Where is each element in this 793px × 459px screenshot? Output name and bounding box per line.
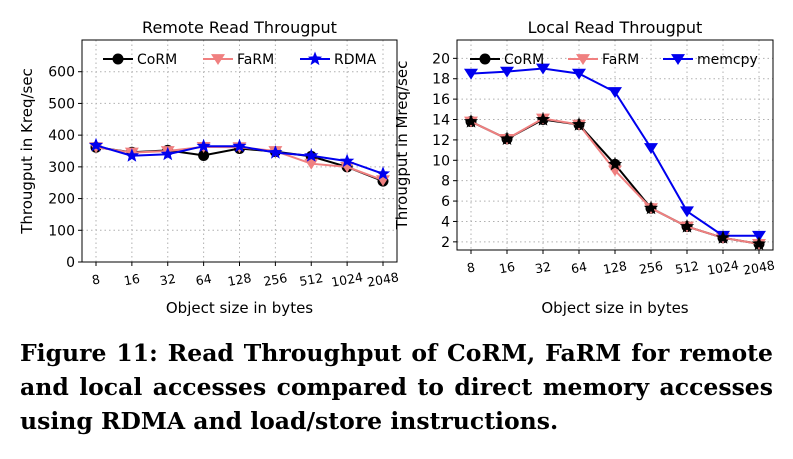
- data-point-rdma: [340, 153, 355, 168]
- data-point-corm-star: [643, 200, 659, 215]
- x-tick-label: 64: [570, 259, 588, 277]
- x-tick-label: 512: [674, 258, 700, 277]
- data-point-memcpy: [464, 68, 478, 80]
- legend-label-corm: CoRM: [504, 52, 544, 68]
- data-point-farm: [304, 158, 319, 170]
- data-point-memcpy: [500, 66, 514, 78]
- data-point-memcpy: [752, 230, 766, 242]
- legend-marker-corm: [479, 53, 491, 65]
- y-tick-label: 4: [441, 214, 450, 230]
- x-tick-label: 128: [226, 270, 252, 289]
- data-point-corm: [198, 149, 210, 161]
- chart-title: Remote Read Througput: [142, 18, 337, 37]
- y-axis-label: Througput in Kreq/sec: [18, 68, 36, 235]
- legend-marker-farm: [211, 54, 225, 65]
- legend-marker-farm: [576, 54, 590, 65]
- x-tick-label: 2048: [742, 257, 776, 277]
- y-tick-label: 300: [48, 160, 75, 176]
- x-tick-label: 16: [498, 259, 516, 277]
- y-tick-label: 10: [432, 153, 450, 169]
- chart-title: Local Read Througput: [528, 18, 703, 37]
- x-tick-label: 2048: [366, 269, 400, 289]
- legend-label-memcpy: memcpy: [697, 52, 758, 68]
- x-tick-label: 32: [159, 271, 177, 289]
- x-tick-label: 256: [638, 258, 664, 277]
- y-tick-label: 0: [66, 255, 75, 271]
- data-point-memcpy: [680, 206, 694, 218]
- y-tick-label: 20: [432, 51, 450, 67]
- x-tick-label: 16: [123, 271, 141, 289]
- y-tick-label: 2: [441, 235, 450, 251]
- legend-marker-rdma: [307, 51, 323, 66]
- y-tick-label: 600: [48, 65, 75, 81]
- y-tick-label: 6: [441, 194, 450, 210]
- data-point-rdma: [375, 166, 391, 180]
- y-tick-label: 500: [48, 96, 75, 112]
- x-tick-label: 128: [602, 258, 628, 277]
- remote-read-chart: 0 100 200 300 400 500 600 8 16 32 64 128 256 512 1024 2…: [18, 18, 400, 317]
- legend-label-rdma: RDMA: [334, 52, 377, 68]
- data-point-corm-star: [607, 156, 623, 171]
- y-tick-label: 100: [48, 223, 75, 239]
- x-tick-label: 8: [466, 259, 476, 275]
- y-tick-label: 12: [432, 133, 450, 149]
- x-axis-label: Object size in bytes: [541, 299, 688, 317]
- y-tick-label: 14: [432, 113, 450, 129]
- x-tick-label: 256: [262, 270, 288, 289]
- y-tick-label: 18: [432, 72, 450, 88]
- data-point-corm-star: [499, 131, 515, 145]
- data-point-memcpy: [536, 63, 550, 75]
- data-point-memcpy: [644, 143, 658, 155]
- data-point-rdma: [124, 148, 139, 162]
- y-tick-label: 8: [441, 174, 450, 190]
- figure-caption: Figure 11: Read Throughput of CoRM, FaRM…: [20, 339, 773, 435]
- y-tick-label: 16: [432, 92, 450, 108]
- x-tick-label: 512: [298, 270, 324, 289]
- data-point-corm-star: [751, 236, 767, 250]
- legend-marker-memcpy: [671, 54, 685, 65]
- data-point-corm-star: [535, 112, 551, 126]
- y-axis-label: Througput in Mreq/sec: [393, 61, 411, 231]
- x-tick-label: 8: [91, 271, 101, 287]
- x-axis-label: Object size in bytes: [166, 299, 313, 317]
- y-tick-label: 400: [48, 128, 75, 144]
- data-point-corm-star: [679, 219, 695, 233]
- x-tick-label: 32: [534, 259, 552, 277]
- data-point-rdma: [88, 137, 104, 152]
- legend-label-farm: FaRM: [602, 52, 639, 68]
- x-tick-label: 1024: [330, 269, 364, 289]
- legend-label-farm: FaRM: [237, 52, 274, 68]
- local-read-chart: 2 4 6 8 10 12 14 16 18 20 8 16 32 64 128 256 512 1024 2048…: [393, 18, 776, 317]
- data-point-corm-star: [463, 114, 479, 128]
- data-point-memcpy: [608, 87, 622, 98]
- data-point-corm-star: [715, 230, 731, 244]
- y-tick-label: 200: [48, 192, 75, 208]
- data-point-rdma: [304, 148, 319, 162]
- data-point-rdma: [232, 138, 247, 153]
- legend-marker-corm: [112, 53, 124, 65]
- data-point-rdma: [160, 146, 175, 161]
- data-point-rdma: [196, 138, 211, 153]
- x-tick-label: 64: [194, 271, 212, 289]
- data-point-rdma: [268, 145, 283, 159]
- data-point-corm-star: [571, 117, 587, 131]
- x-tick-label: 1024: [706, 257, 740, 277]
- data-point-memcpy: [572, 68, 586, 80]
- legend-label-corm: CoRM: [137, 52, 177, 68]
